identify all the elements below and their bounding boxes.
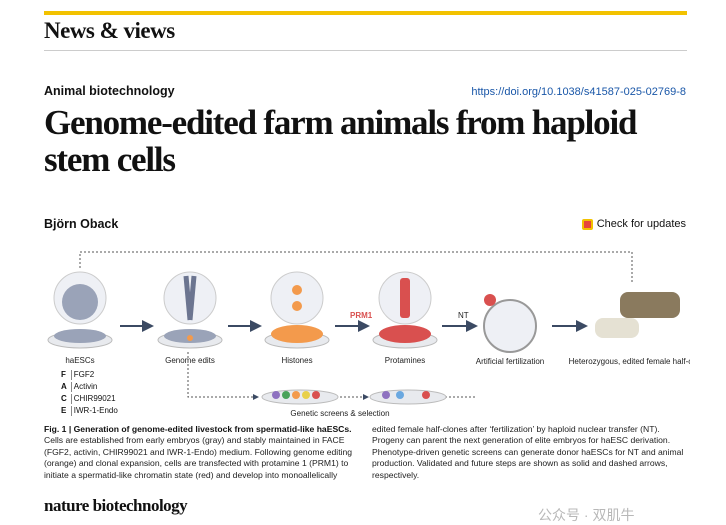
stage-label: Heterozygous, edited female half-clones xyxy=(569,357,690,366)
update-icon xyxy=(581,218,593,230)
stage-fertilization: Artificial fertilization xyxy=(476,294,544,366)
check-updates-label: Check for updates xyxy=(596,218,686,230)
article-title: Genome-edited farm animals from haploid … xyxy=(44,103,637,179)
stage-genome-edits: Genome edits xyxy=(157,271,223,365)
author: Björn Oback xyxy=(44,217,119,231)
figure-caption: Fig. 1 | Generation of genome-edited liv… xyxy=(44,424,684,481)
section-title: News & views xyxy=(44,18,175,43)
stage-label: Protamines xyxy=(385,356,425,365)
watermark: 公众号 · 双肌牛 xyxy=(538,507,635,523)
stage-haesc: haESCs xyxy=(47,271,113,365)
stage-half-clones: Heterozygous, edited female half-clones xyxy=(569,292,690,366)
caption-text: Cells are established from early embryos… xyxy=(44,424,684,480)
stage-label: Histones xyxy=(281,356,312,365)
journal-logo: nature biotechnology xyxy=(44,496,188,515)
selection-dish xyxy=(369,389,447,405)
stage-histones: Histones xyxy=(264,271,330,365)
subject-label: Animal biotechnology xyxy=(44,84,175,98)
divider xyxy=(44,50,687,51)
figure-diagram: haESCs Genome edits Histones Protamines … xyxy=(47,251,690,418)
stage-label: Artificial fertilization xyxy=(476,357,544,366)
doi-link[interactable]: https://doi.org/10.1038/s41587-025-02769… xyxy=(471,86,686,98)
stage-label: Genome edits xyxy=(165,356,215,365)
accent-bar xyxy=(44,11,687,15)
feedback-dashed-arrow xyxy=(79,251,633,282)
prm1-label: PRM1 xyxy=(350,311,373,320)
face-medium-legend: F FGF2 A Activin C CHIR99021 E IWR-1-Endo xyxy=(61,370,118,416)
stage-label: haESCs xyxy=(65,356,94,365)
nt-label: NT xyxy=(458,311,469,320)
check-for-updates-button[interactable]: Check for updates xyxy=(581,218,686,230)
caption-label: Fig. 1 | Generation of genome-edited liv… xyxy=(44,424,352,434)
stage-protamines: Protamines xyxy=(372,271,438,365)
screens-label: Genetic screens & selection xyxy=(290,409,389,418)
screen-dashed-arrow xyxy=(187,352,259,400)
